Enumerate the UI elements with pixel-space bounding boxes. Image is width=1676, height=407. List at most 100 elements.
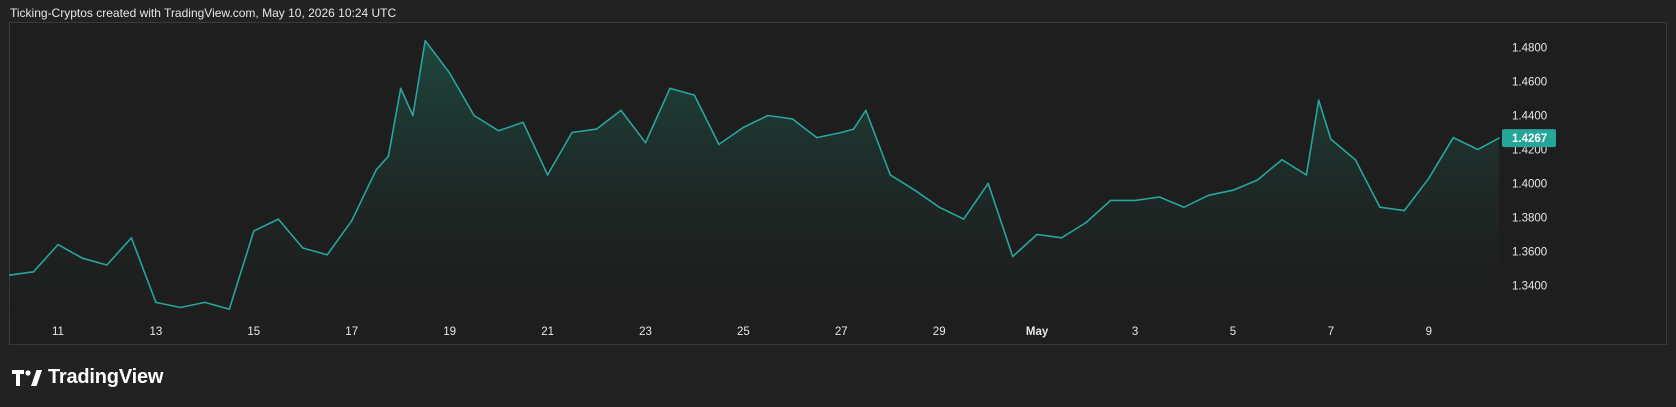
x-tick-label: 7 <box>1328 326 1334 338</box>
price-point <box>595 128 598 130</box>
price-point <box>1354 158 1357 161</box>
price-point <box>1281 158 1283 161</box>
price-point <box>546 174 549 176</box>
price-area-fill <box>9 40 1499 316</box>
y-tick-label: 1.4600 <box>1512 77 1547 89</box>
price-point <box>179 306 182 309</box>
price-point <box>852 128 855 130</box>
price-point <box>228 308 231 311</box>
x-tick-label: 3 <box>1132 326 1138 338</box>
price-point <box>1403 209 1406 212</box>
x-tick-label: 5 <box>1230 326 1236 338</box>
price-point <box>1428 177 1430 180</box>
price-point <box>130 237 133 239</box>
price-point <box>1183 206 1185 208</box>
x-tick-label: May <box>1026 326 1049 338</box>
price-point <box>9 274 10 276</box>
last-price-label: 1.4267 <box>1512 133 1547 145</box>
price-point <box>1330 138 1332 141</box>
price-point <box>1085 221 1087 224</box>
price-point <box>938 206 940 208</box>
price-point <box>693 94 696 96</box>
x-tick-label: 17 <box>345 326 358 338</box>
price-point <box>1036 233 1038 236</box>
x-tick-label: 25 <box>737 326 750 338</box>
price-point <box>1060 237 1063 239</box>
price-point <box>81 257 84 259</box>
price-point <box>497 130 500 132</box>
price-point <box>350 220 353 222</box>
price-line[interactable] <box>9 39 1500 310</box>
price-point <box>620 109 622 112</box>
price-point <box>742 126 745 129</box>
price-point <box>962 218 965 220</box>
price-point <box>889 174 892 176</box>
x-tick-label: 21 <box>541 326 554 338</box>
price-point <box>1256 179 1259 181</box>
price-point <box>1305 174 1308 176</box>
x-tick-label: 11 <box>52 326 64 338</box>
price-point <box>914 189 916 191</box>
price-point <box>448 72 451 74</box>
price-point <box>424 39 427 42</box>
y-tick-label: 1.4800 <box>1512 43 1547 55</box>
y-tick-label: 1.4200 <box>1512 145 1547 157</box>
price-point <box>387 155 390 158</box>
price-point <box>1379 206 1381 208</box>
price-point <box>1452 136 1455 139</box>
price-point <box>473 114 475 117</box>
price-point <box>375 169 378 171</box>
price-point <box>644 141 647 144</box>
x-tick-label: 27 <box>835 326 848 338</box>
tradingview-logo-icon <box>12 369 42 386</box>
price-point <box>1011 255 1014 258</box>
price-point <box>816 136 818 139</box>
price-point <box>277 218 280 220</box>
price-point <box>522 121 524 124</box>
y-axis: 1.3400 1.3600 1.3800 1.4000 1.4200 1.4400 1.46… <box>1512 43 1547 293</box>
x-axis: 11 13 15 17 19 21 23 25 27 29 May 3 5 7 9 <box>52 326 1432 338</box>
x-tick-label: 15 <box>247 326 260 338</box>
price-point <box>1109 199 1112 202</box>
price-point <box>1158 196 1161 198</box>
last-price-badge <box>1502 129 1556 148</box>
y-tick-label: 1.4400 <box>1512 111 1547 123</box>
price-point <box>840 131 843 134</box>
y-tick-label: 1.3400 <box>1512 280 1547 292</box>
price-point <box>669 87 671 90</box>
price-point <box>987 182 989 185</box>
price-point <box>865 109 867 112</box>
price-point <box>326 254 329 256</box>
price-point <box>399 87 402 90</box>
price-point <box>571 131 573 134</box>
price-point <box>253 230 255 232</box>
price-point <box>32 271 35 273</box>
price-point <box>155 301 157 304</box>
x-tick-label: 23 <box>639 326 652 338</box>
chart-caption: Ticking-Cryptos created with TradingView… <box>10 6 397 20</box>
tradingview-brand[interactable]: TradingView <box>12 366 163 389</box>
price-point <box>1207 194 1210 197</box>
price-chart[interactable]: 1.3400 1.3600 1.3800 1.4000 1.4200 1.4400 1.46… <box>9 22 1667 345</box>
price-point <box>106 264 108 266</box>
price-point <box>1232 189 1234 191</box>
price-point <box>1477 148 1479 151</box>
price-point <box>302 247 304 249</box>
x-tick-label: 13 <box>150 326 163 338</box>
price-point <box>1134 199 1136 202</box>
y-tick-label: 1.4000 <box>1512 178 1547 190</box>
price-point <box>57 243 59 246</box>
price-point <box>718 143 720 146</box>
y-tick-label: 1.3600 <box>1512 246 1547 258</box>
price-point <box>791 118 794 120</box>
x-tick-label: 9 <box>1426 326 1432 338</box>
x-tick-label: 29 <box>933 326 946 338</box>
price-point <box>767 114 769 117</box>
x-tick-label: 19 <box>443 326 456 338</box>
price-point <box>1317 99 1320 101</box>
brand-name: TradingView <box>48 366 164 388</box>
price-point <box>412 114 414 117</box>
price-point <box>1498 137 1500 139</box>
price-point <box>204 301 206 304</box>
y-tick-label: 1.3800 <box>1512 212 1547 224</box>
